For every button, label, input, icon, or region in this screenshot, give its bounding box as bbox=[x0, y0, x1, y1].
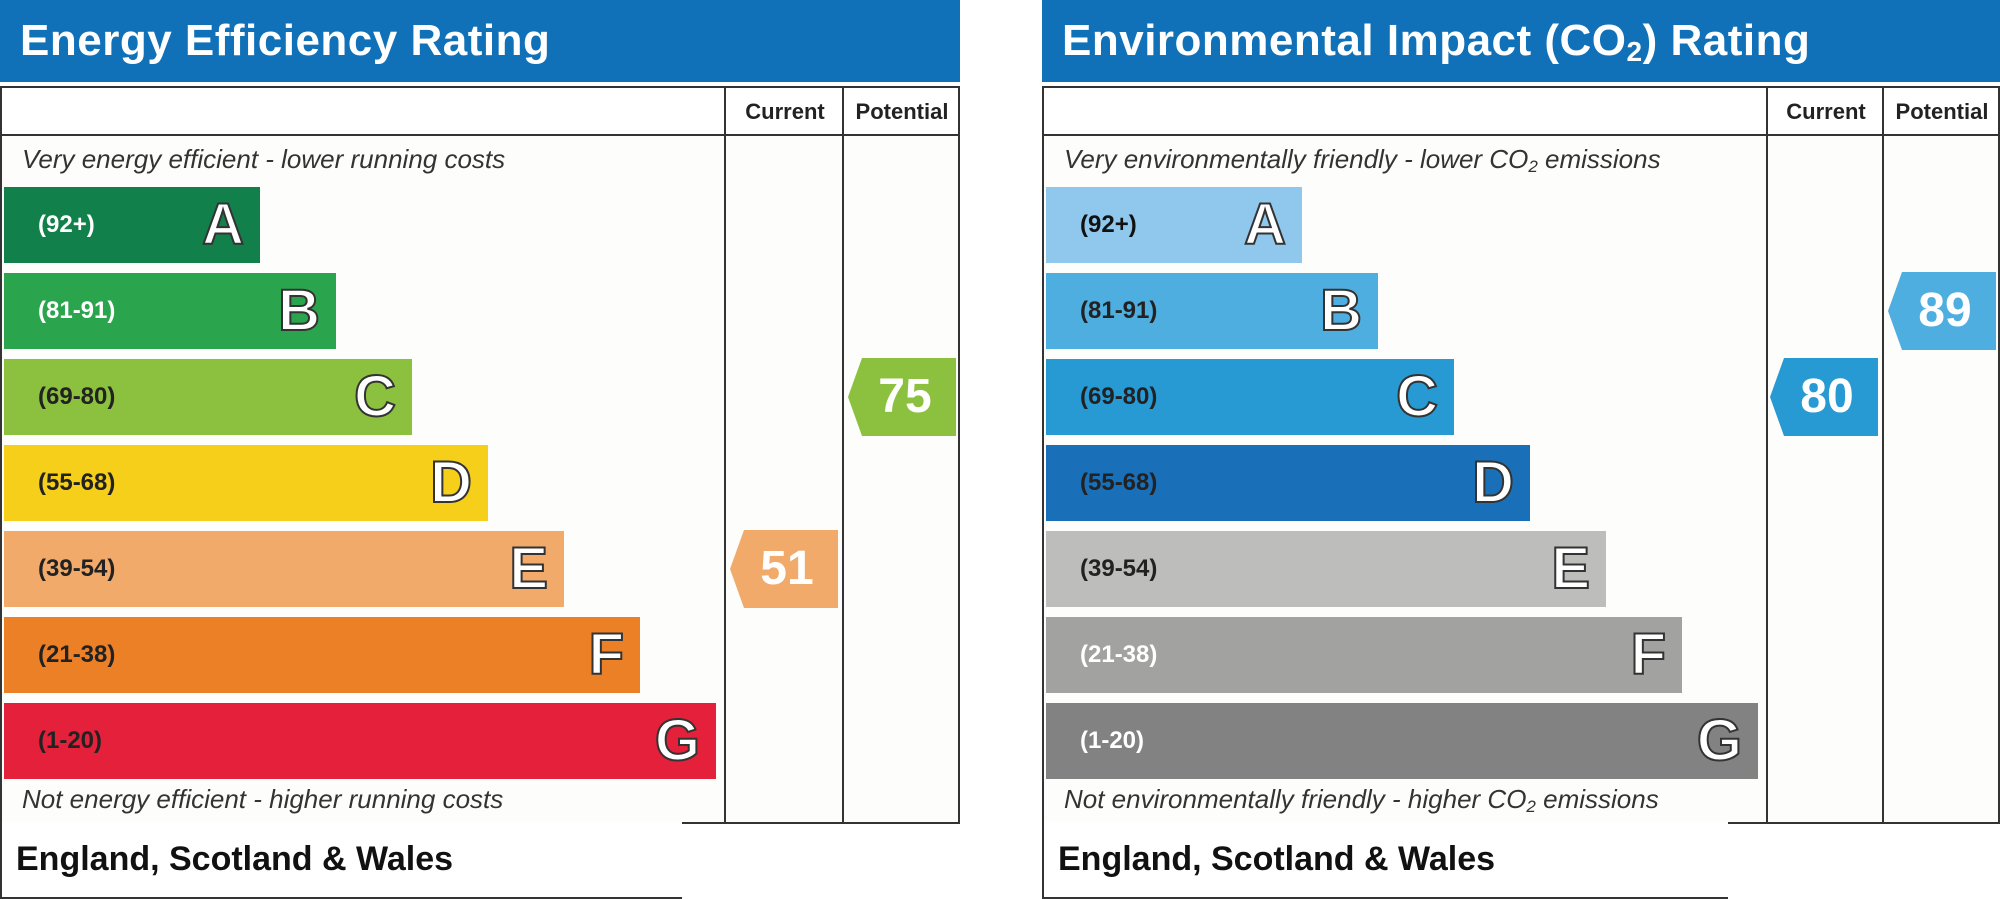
region-footer: England, Scotland & Wales bbox=[1042, 822, 1728, 899]
band-g: (1-20) G bbox=[4, 703, 716, 779]
band-range-label: (92+) bbox=[38, 211, 95, 238]
band-letter: A bbox=[201, 191, 245, 258]
band-letter: D bbox=[1471, 449, 1515, 516]
band-b: (81-91) B bbox=[1046, 273, 1378, 349]
chart-title: Environmental Impact (CO2) Rating bbox=[1042, 0, 2000, 82]
potential-column-divider bbox=[842, 88, 844, 822]
band-c: (69-80) C bbox=[4, 359, 412, 435]
band-b: (81-91) B bbox=[4, 273, 336, 349]
current-marker-arrow bbox=[730, 530, 838, 608]
header-row: Current Potential bbox=[2, 88, 958, 136]
potential-rating-value: 89 bbox=[1918, 284, 1972, 337]
band-range-label: (55-68) bbox=[1080, 469, 1158, 496]
potential-rating-marker: 89 bbox=[1888, 272, 1996, 350]
current-column-header: Current bbox=[1786, 99, 1866, 124]
band-d: (55-68) D bbox=[4, 445, 488, 521]
band-range-label: (69-80) bbox=[1080, 383, 1158, 410]
band-range-label: (92+) bbox=[1080, 211, 1137, 238]
potential-column-header: Potential bbox=[855, 99, 949, 124]
current-rating-marker: 51 bbox=[730, 530, 838, 608]
current-rating-value: 80 bbox=[1800, 370, 1854, 423]
band-range-label: (69-80) bbox=[38, 383, 116, 410]
band-letter: C bbox=[1395, 363, 1439, 430]
chart-title: Energy Efficiency Rating bbox=[0, 0, 960, 82]
band-letter: G bbox=[1696, 707, 1743, 774]
band-range-label: (81-91) bbox=[38, 297, 116, 324]
top-caption: Very environmentally friendly - lower CO… bbox=[1064, 144, 1661, 176]
band-f: (21-38) F bbox=[4, 617, 640, 693]
current-column-header: Current bbox=[745, 99, 825, 124]
chart-frame: Current Potential Very energy efficient … bbox=[0, 86, 960, 824]
band-range-label: (39-54) bbox=[1080, 555, 1158, 582]
band-letter: F bbox=[588, 621, 625, 688]
current-column-divider bbox=[1766, 88, 1768, 822]
band-letter: A bbox=[1243, 191, 1287, 258]
potential-marker-shape bbox=[1888, 272, 1996, 350]
potential-marker-shape bbox=[848, 358, 956, 436]
chart-frame: Current Potential Very environmentally f… bbox=[1042, 86, 2000, 824]
current-marker-shape bbox=[1770, 358, 1878, 436]
potential-rating-marker: 75 bbox=[848, 358, 956, 436]
band-a: (92+) A bbox=[1046, 187, 1302, 263]
potential-column-divider bbox=[1882, 88, 1884, 822]
band-g: (1-20) G bbox=[1046, 703, 1758, 779]
bottom-caption: Not environmentally friendly - higher CO… bbox=[1064, 784, 1659, 816]
current-column-divider bbox=[724, 88, 726, 822]
energy-efficiency-chart: Energy Efficiency Rating Current Potenti… bbox=[0, 0, 960, 899]
band-range-label: (1-20) bbox=[38, 727, 103, 754]
band-letter: C bbox=[353, 363, 397, 430]
band-range-label: (21-38) bbox=[38, 641, 116, 668]
band-e: (39-54) E bbox=[4, 531, 564, 607]
region-label: England, Scotland & Wales bbox=[16, 840, 454, 878]
band-e: (39-54) E bbox=[1046, 531, 1606, 607]
current-marker-shape bbox=[730, 530, 838, 608]
band-range-label: (81-91) bbox=[1080, 297, 1158, 324]
top-caption: Very energy efficient - lower running co… bbox=[22, 144, 506, 174]
potential-column-header: Potential bbox=[1895, 99, 1989, 124]
header-row: Current Potential bbox=[1044, 88, 1998, 136]
band-letter: G bbox=[654, 707, 701, 774]
band-range-label: (21-38) bbox=[1080, 641, 1158, 668]
bottom-caption: Not energy efficient - higher running co… bbox=[22, 784, 504, 814]
current-rating-value: 51 bbox=[760, 542, 814, 595]
region-label: England, Scotland & Wales bbox=[1058, 840, 1496, 878]
band-range-label: (1-20) bbox=[1080, 727, 1145, 754]
band-range-label: (55-68) bbox=[38, 469, 116, 496]
band-letter: F bbox=[1630, 621, 1667, 688]
band-letter: E bbox=[1550, 535, 1591, 602]
band-a: (92+) A bbox=[4, 187, 260, 263]
current-marker-arrow bbox=[1770, 358, 1878, 436]
potential-rating-value: 75 bbox=[878, 370, 932, 423]
band-d: (55-68) D bbox=[1046, 445, 1530, 521]
current-rating-marker: 80 bbox=[1770, 358, 1878, 436]
environmental-impact-chart: Environmental Impact (CO2) Rating Curren… bbox=[1042, 0, 2000, 899]
band-letter: D bbox=[429, 449, 473, 516]
region-footer: England, Scotland & Wales bbox=[0, 822, 682, 899]
band-c: (69-80) C bbox=[1046, 359, 1454, 435]
potential-marker-arrow bbox=[848, 358, 956, 436]
band-letter: B bbox=[1319, 277, 1363, 344]
band-range-label: (39-54) bbox=[38, 555, 116, 582]
band-letter: B bbox=[277, 277, 321, 344]
potential-marker-arrow bbox=[1888, 272, 1996, 350]
band-letter: E bbox=[508, 535, 549, 602]
band-f: (21-38) F bbox=[1046, 617, 1682, 693]
